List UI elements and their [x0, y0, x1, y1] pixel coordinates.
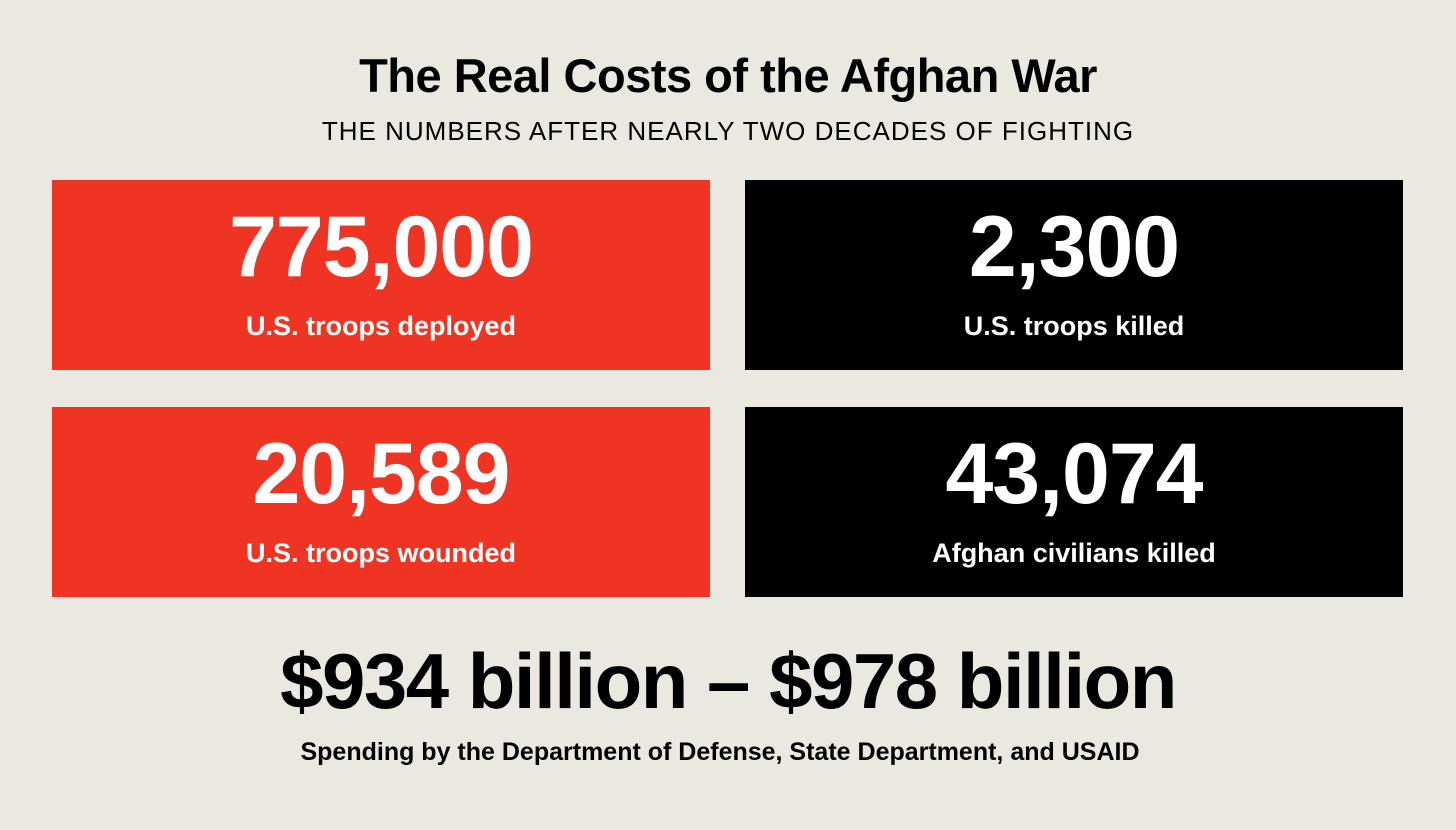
- stat-card: 20,589 U.S. troops wounded: [52, 407, 710, 597]
- stat-value: 2,300: [968, 199, 1180, 295]
- title: The Real Costs of the Afghan War: [359, 49, 1097, 102]
- stat-value: 43,074: [945, 426, 1203, 522]
- subtitle: THE NUMBERS AFTER NEARLY TWO DECADES OF …: [321, 116, 1135, 146]
- stat-label: U.S. troops wounded: [246, 538, 516, 568]
- stat-value: 775,000: [229, 199, 534, 295]
- stat-card: 2,300 U.S. troops killed: [745, 180, 1403, 370]
- stat-card: 775,000 U.S. troops deployed: [52, 180, 710, 370]
- stat-label: Afghan civilians killed: [932, 538, 1216, 568]
- stat-label: U.S. troops killed: [963, 311, 1185, 341]
- stat-card: 43,074 Afghan civilians killed: [745, 407, 1403, 597]
- spending-value: $934 billion – $978 billion: [280, 637, 1177, 725]
- stat-value: 20,589: [252, 426, 510, 522]
- stat-label: U.S. troops deployed: [245, 311, 517, 341]
- spending-label: Spending by the Department of Defense, S…: [300, 738, 1140, 766]
